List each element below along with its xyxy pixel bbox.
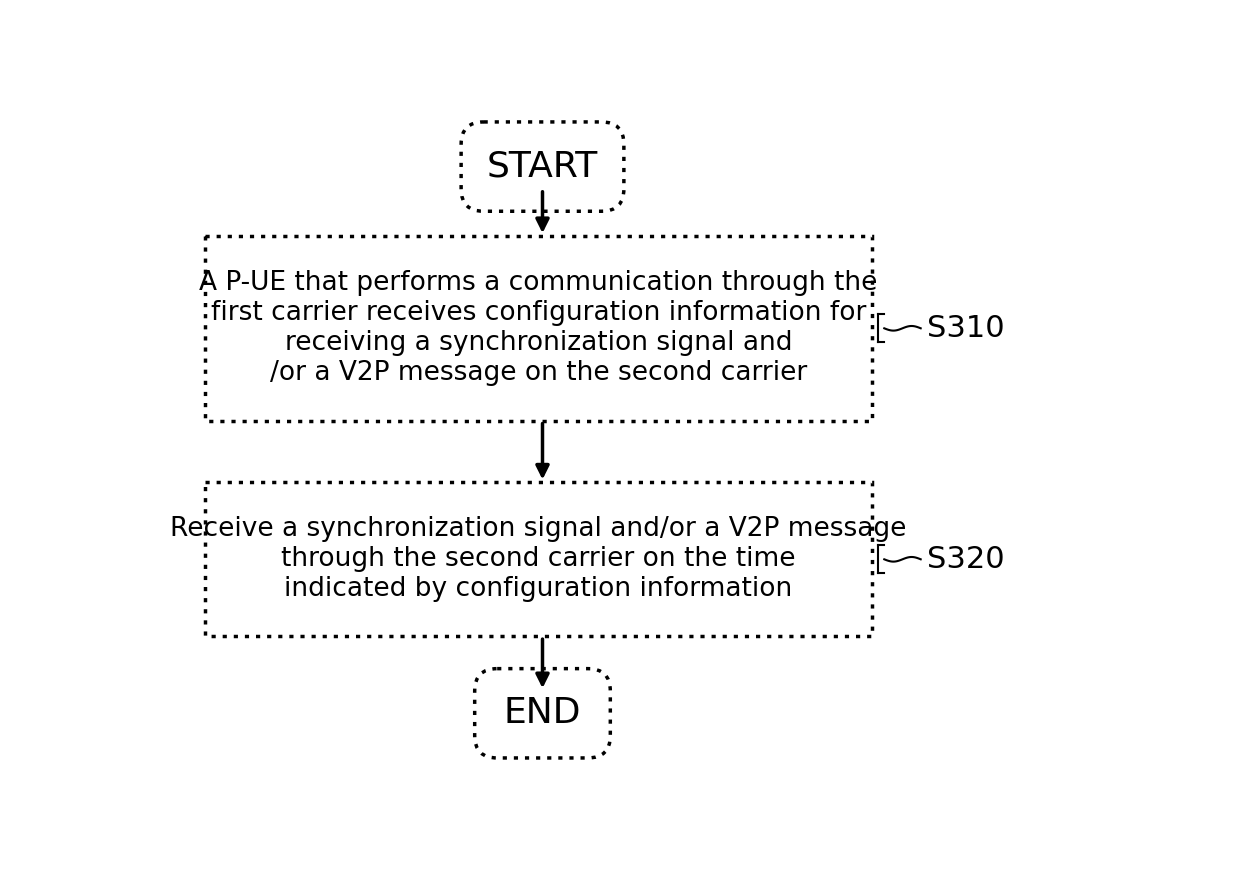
Text: Receive a synchronization signal and/or a V2P message
through the second carrier: Receive a synchronization signal and/or …: [170, 516, 906, 602]
Text: S310: S310: [926, 314, 1004, 343]
Text: END: END: [503, 696, 582, 731]
FancyBboxPatch shape: [461, 122, 624, 211]
Text: S320: S320: [926, 545, 1004, 574]
FancyBboxPatch shape: [206, 482, 872, 636]
FancyBboxPatch shape: [475, 668, 610, 758]
FancyBboxPatch shape: [206, 236, 872, 421]
Text: A P-UE that performs a communication through the
first carrier receives configur: A P-UE that performs a communication thr…: [200, 270, 878, 386]
Text: START: START: [487, 150, 598, 184]
